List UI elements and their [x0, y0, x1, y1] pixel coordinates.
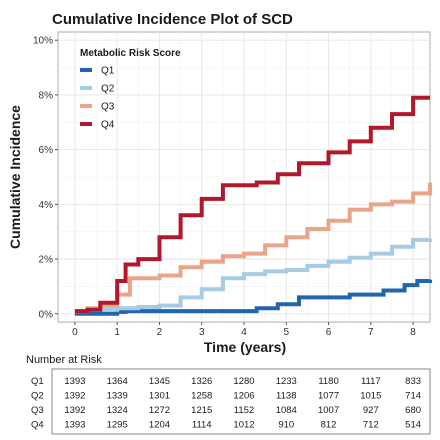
x-tick-label: 3	[199, 327, 205, 338]
risk-table: Q1 1393 1364 1345 1326 1280 1233 1180 1117 833 Q2 1…	[31, 376, 421, 431]
risk-cell: 1258	[191, 391, 212, 402]
risk-cell: 1364	[107, 376, 128, 387]
series-line-q1	[74, 279, 432, 316]
x-tick-label: 0	[72, 327, 78, 338]
risk-cell: 1393	[64, 420, 85, 431]
plot-panel: 0 1 2 3 4 5 6 7 8 0% 2% 4% 6% 8% 10% Metabolic Risk Sc…	[33, 31, 432, 338]
x-tick-label: 2	[157, 327, 163, 338]
series-line-q4	[74, 95, 430, 314]
risk-cell: 1180	[318, 376, 338, 387]
risk-cell: 833	[405, 376, 421, 387]
risk-row-label: Q4	[31, 420, 44, 431]
legend: Metabolic Risk Score Q1 Q2 Q3 Q4	[80, 48, 181, 131]
risk-cell: 910	[278, 420, 294, 431]
legend-label-q4: Q4	[101, 120, 115, 131]
risk-cell: 1301	[149, 391, 170, 402]
risk-cell: 1339	[107, 391, 128, 402]
x-tick-label: 6	[326, 327, 332, 338]
risk-cell: 714	[405, 391, 421, 402]
risk-cell: 1077	[318, 391, 339, 402]
y-tick-label: 10%	[33, 36, 53, 47]
series-line-q2	[74, 237, 432, 314]
risk-table-title: Number at Risk	[26, 354, 102, 366]
risk-row-label: Q1	[31, 376, 44, 387]
risk-row-label: Q3	[31, 405, 44, 416]
legend-label-q2: Q2	[101, 84, 115, 95]
risk-cell: 1152	[234, 405, 254, 416]
chart-title: Cumulative Incidence Plot of SCD	[52, 11, 293, 28]
x-tick-label: 8	[410, 327, 416, 338]
series-lines	[74, 95, 432, 316]
y-tick-label: 8%	[39, 90, 54, 101]
risk-cell: 1280	[233, 376, 254, 387]
legend-label-q1: Q1	[101, 66, 115, 77]
risk-cell: 1295	[107, 420, 128, 431]
risk-cell: 680	[405, 405, 421, 416]
y-tick-label: 6%	[39, 145, 54, 156]
risk-table-frame	[51, 368, 431, 435]
risk-cell: 1345	[149, 376, 170, 387]
x-tick-label: 1	[114, 327, 120, 338]
x-tick-label: 5	[283, 327, 289, 338]
y-tick-label: 2%	[39, 255, 54, 266]
risk-cell: 1326	[191, 376, 212, 387]
risk-cell: 1138	[276, 391, 296, 402]
risk-cell: 1204	[149, 420, 170, 431]
risk-cell: 1114	[192, 420, 212, 431]
y-tick-label: 4%	[39, 200, 54, 211]
risk-cell: 1015	[360, 391, 381, 402]
risk-cell: 812	[321, 420, 337, 431]
risk-cell: 1215	[191, 405, 212, 416]
y-axis-title: Cumulative Incidence	[7, 105, 23, 249]
risk-cell: 1084	[276, 405, 297, 416]
legend-title: Metabolic Risk Score	[80, 48, 181, 59]
risk-cell: 1012	[233, 420, 254, 431]
risk-cell: 1324	[107, 405, 128, 416]
x-tick-label: 7	[368, 327, 374, 338]
risk-cell: 1272	[149, 405, 170, 416]
risk-cell: 514	[405, 420, 421, 431]
risk-row-label: Q2	[31, 391, 44, 402]
risk-cell: 1393	[64, 376, 85, 387]
risk-cell: 1007	[318, 405, 339, 416]
x-axis-title: Time (years)	[204, 339, 286, 355]
legend-label-q3: Q3	[101, 102, 115, 113]
risk-cell: 712	[363, 420, 379, 431]
risk-cell: 1233	[276, 376, 297, 387]
risk-cell: 1392	[64, 405, 85, 416]
risk-cell: 1117	[361, 376, 381, 387]
risk-cell: 1392	[64, 391, 85, 402]
y-tick-label: 0%	[39, 309, 54, 320]
risk-cell: 927	[363, 405, 379, 416]
x-tick-label: 4	[241, 327, 247, 338]
risk-cell: 1206	[233, 391, 254, 402]
axis-ticks: 0 1 2 3 4 5 6 7 8 0% 2% 4% 6% 8% 10%	[33, 36, 416, 338]
gridlines	[58, 32, 430, 322]
